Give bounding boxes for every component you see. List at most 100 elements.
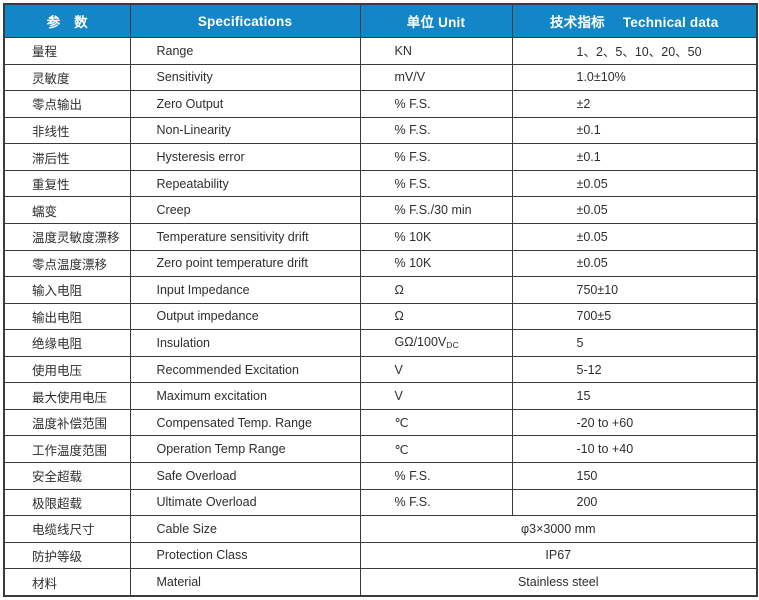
value-cell: ±0.05 — [511, 249, 758, 278]
unit-cell: ℃ — [359, 435, 513, 463]
table-row: 工作温度范围 Operation Temp Range ℃ -10 to +40 — [3, 435, 758, 463]
param-cn-cell: 极限超载 — [3, 488, 131, 517]
spec-en-cell: Ultimate Overload — [129, 488, 361, 517]
value-cell: 750±10 — [511, 276, 758, 304]
unit-cell: Ω — [359, 302, 513, 331]
unit-cell: mV/V — [359, 63, 513, 92]
spec-en-cell: Zero Output — [129, 90, 361, 118]
unit-cell: % F.S. — [359, 169, 513, 198]
param-cn-cell: 滞后性 — [3, 143, 131, 171]
unit-cell: % F.S. — [359, 462, 513, 490]
param-cn-cell: 蠕变 — [3, 196, 131, 224]
spec-en-cell: Sensitivity — [129, 63, 361, 92]
unit-cell: ℃ — [359, 408, 513, 437]
value-cell: ±2 — [511, 90, 758, 118]
table-row: 电缆线尺寸 Cable Size φ3×3000 mm — [3, 515, 758, 543]
param-cn-cell: 零点温度漂移 — [3, 249, 131, 278]
merged-value-cell: φ3×3000 mm — [359, 515, 758, 543]
table-row: 绝缘电阻 Insulation GΩ/100VDC 5 — [3, 329, 758, 357]
value-cell: ±0.05 — [511, 169, 758, 198]
param-cn-cell: 非线性 — [3, 116, 131, 145]
table-row: 滞后性 Hysteresis error% F.S. ±0.1 — [3, 143, 758, 171]
unit-cell: % F.S./30 min — [359, 196, 513, 224]
table-row: 零点温度漂移 Zero point temperature drift% 10K ±… — [3, 249, 758, 278]
datasheet-page: 参 数 Specifications 单位 Unit 技术指标 Technical… — [3, 3, 758, 597]
merged-value-cell: Stainless steel — [359, 568, 758, 597]
spec-en-cell: Protection Class — [129, 541, 361, 570]
spec-en-cell: Creep — [129, 196, 361, 224]
spec-en-cell: Operation Temp Range — [129, 435, 361, 463]
param-cn-cell: 重复性 — [3, 169, 131, 198]
unit-subscript: DC — [446, 340, 460, 351]
unit-cell: KN — [359, 37, 513, 65]
spec-en-cell: Recommended Excitation — [129, 355, 361, 384]
param-cn-cell: 工作温度范围 — [3, 435, 131, 463]
value-cell: 200 — [511, 488, 758, 517]
table-row: 重复性 Repeatability% F.S. ±0.05 — [3, 169, 758, 198]
value-cell: 1.0±10% — [511, 63, 758, 92]
param-cn-cell: 材料 — [3, 568, 131, 597]
spec-en-cell: Material — [129, 568, 361, 597]
table-row: 零点输出 Zero Output% F.S. ±2 — [3, 90, 758, 118]
header-parameter: 参 数 — [3, 3, 131, 38]
unit-cell: V — [359, 382, 513, 410]
spec-en-cell: Hysteresis error — [129, 143, 361, 171]
spec-en-cell: Input Impedance — [129, 276, 361, 304]
unit-cell: V — [359, 355, 513, 384]
value-cell: 15 — [511, 382, 758, 410]
value-cell: ±0.05 — [511, 196, 758, 224]
value-cell: 5-12 — [511, 355, 758, 384]
header-unit: 单位 Unit — [359, 3, 513, 38]
header-technical-data-en: Technical data — [622, 15, 719, 30]
unit-cell: % F.S. — [359, 143, 513, 171]
value-cell: 1、2、5、10、20、50 — [511, 37, 758, 65]
value-cell: 150 — [511, 462, 758, 490]
spec-en-cell: Maximum excitation — [129, 382, 361, 410]
table-row: 安全超载 Safe Overload% F.S. 150 — [3, 462, 758, 490]
param-cn-cell: 安全超载 — [3, 462, 131, 490]
specifications-table: 参 数 Specifications 单位 Unit 技术指标 Technical… — [3, 3, 758, 597]
spec-en-cell: Repeatability — [129, 169, 361, 198]
header-technical-data: 技术指标 Technical data — [511, 3, 758, 38]
table-row: 量程 Range KN 1、2、5、10、20、50 — [3, 37, 758, 65]
param-cn-cell: 绝缘电阻 — [3, 329, 131, 357]
param-cn-cell: 最大使用电压 — [3, 382, 131, 410]
table-row: 灵敏度 Sensitivity mV/V 1.0±10% — [3, 63, 758, 92]
table-row: 防护等级 Protection Class IP67 — [3, 541, 758, 570]
param-cn-cell: 温度补偿范围 — [3, 408, 131, 437]
spec-en-cell: Output impedance — [129, 302, 361, 331]
unit-cell: % F.S. — [359, 488, 513, 517]
table-row: 输入电阻 Input Impedance Ω 750±10 — [3, 276, 758, 304]
param-cn-cell: 输入电阻 — [3, 276, 131, 304]
table-row: 最大使用电压 Maximum excitation V 15 — [3, 382, 758, 410]
table-row: 蠕变 Creep% F.S./30 min ±0.05 — [3, 196, 758, 224]
spec-en-cell: Range — [129, 37, 361, 65]
table-row: 材料 Material Stainless steel — [3, 568, 758, 597]
param-cn-cell: 零点输出 — [3, 90, 131, 118]
value-cell: ±0.1 — [511, 116, 758, 145]
param-cn-cell: 温度灵敏度漂移 — [3, 222, 131, 251]
spec-en-cell: Zero point temperature drift — [129, 249, 361, 278]
spec-en-cell: Cable Size — [129, 515, 361, 543]
param-cn-cell: 电缆线尺寸 — [3, 515, 131, 543]
param-cn-cell: 量程 — [3, 37, 131, 65]
table-row: 非线性 Non-Linearity% F.S. ±0.1 — [3, 116, 758, 145]
param-cn-cell: 防护等级 — [3, 541, 131, 570]
spec-en-cell: Compensated Temp. Range — [129, 408, 361, 437]
unit-cell: % F.S. — [359, 116, 513, 145]
spec-en-cell: Insulation — [129, 329, 361, 357]
param-cn-cell: 使用电压 — [3, 355, 131, 384]
header-technical-data-cn: 技术指标 — [550, 15, 605, 30]
spec-en-cell: Non-Linearity — [129, 116, 361, 145]
value-cell: ±0.05 — [511, 222, 758, 251]
value-cell: 5 — [511, 329, 758, 357]
param-cn-cell: 灵敏度 — [3, 63, 131, 92]
table-row: 温度补偿范围 Compensated Temp. Range ℃ -20 to +60 — [3, 408, 758, 437]
spec-en-cell: Temperature sensitivity drift — [129, 222, 361, 251]
unit-cell: % 10K — [359, 222, 513, 251]
value-cell: -10 to +40 — [511, 435, 758, 463]
value-cell: ±0.1 — [511, 143, 758, 171]
unit-cell: GΩ/100VDC — [359, 329, 513, 357]
table-body: 量程 Range KN 1、2、5、10、20、50 灵敏度 Sensitivity mV/… — [3, 37, 758, 597]
unit-cell: % F.S. — [359, 90, 513, 118]
